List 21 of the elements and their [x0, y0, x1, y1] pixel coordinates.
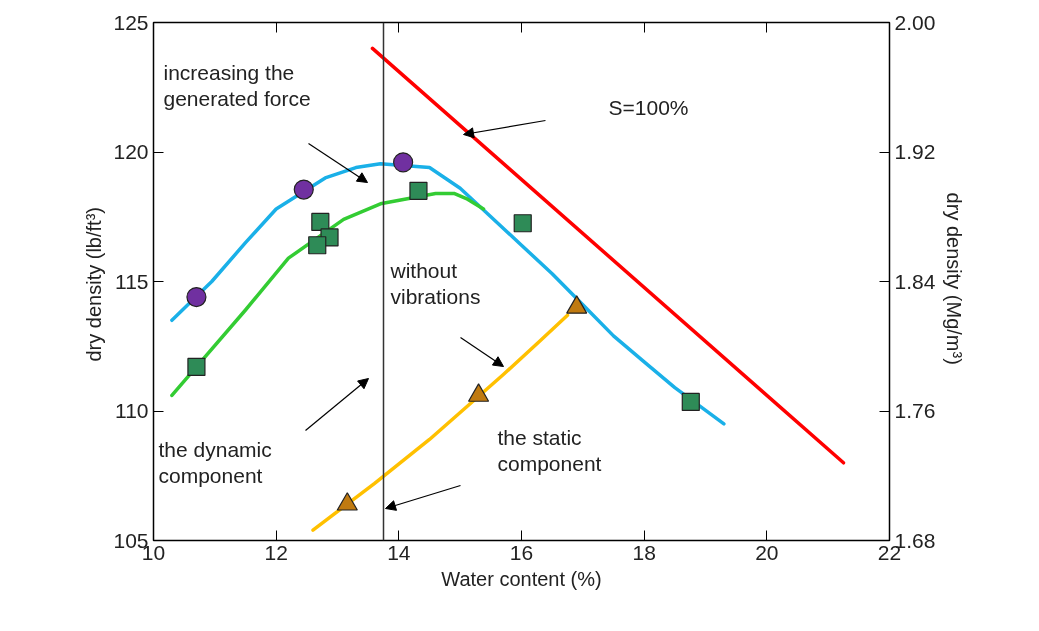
y2-tick-label: 1.92 — [894, 140, 936, 163]
annotation: without vibrations — [389, 258, 481, 308]
annotation: the dynamic component — [158, 437, 272, 487]
y-tick-label: 115 — [115, 269, 149, 293]
annotation: S=100% — [608, 95, 689, 119]
y2-tick-label: 2.00 — [894, 10, 936, 34]
y-tick-label: 125 — [113, 10, 149, 34]
x-tick-label: 14 — [387, 540, 411, 564]
x-tick-label: 16 — [509, 540, 534, 564]
y-axis-title: dry density (lb/ft³) — [83, 207, 106, 362]
y2-axis-title: dry density (Mg/m³) — [943, 192, 966, 365]
y-tick-label: 110 — [115, 399, 149, 422]
x-tick-label: 20 — [755, 540, 779, 564]
x-axis-title: Water content (%) — [441, 567, 602, 590]
x-tick-label: 12 — [264, 540, 288, 564]
y-tick-label: 120 — [113, 140, 149, 163]
x-tick-label: 18 — [632, 540, 656, 564]
y2-tick-label: 1.76 — [894, 399, 936, 422]
y2-tick-label: 1.84 — [894, 269, 936, 293]
annotation: increasing the generated force — [163, 60, 311, 110]
annotation: the static component — [497, 425, 602, 475]
